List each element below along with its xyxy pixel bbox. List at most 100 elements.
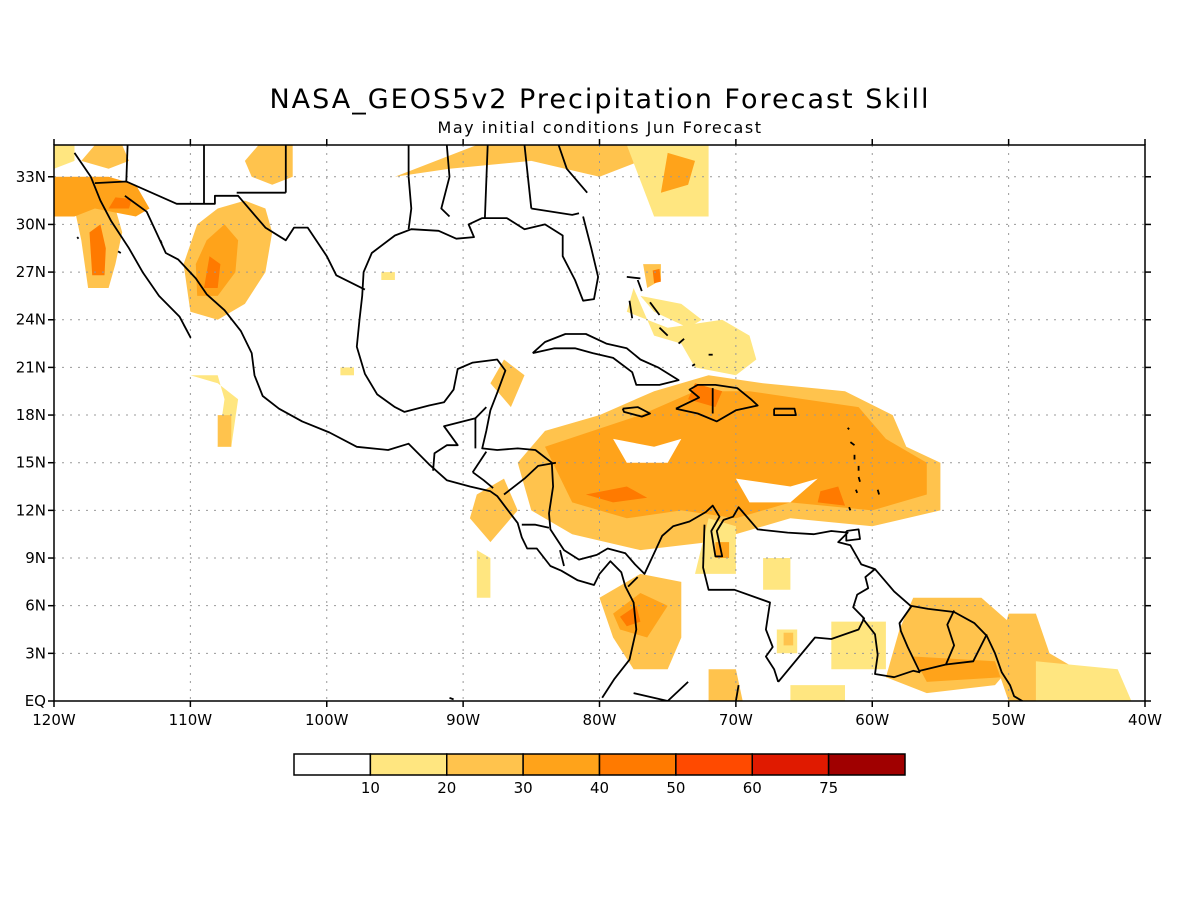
- coastline-25: [407, 176, 413, 230]
- colorbar-label: 50: [666, 779, 685, 797]
- colorbar-label: 30: [514, 779, 533, 797]
- skill-region-43: [1035, 661, 1132, 701]
- skill-region-17: [626, 288, 757, 376]
- coastline-18: [735, 684, 740, 701]
- lat-tick-label: 30N: [16, 215, 46, 233]
- colorbar-swatch: [369, 753, 448, 776]
- coastline-26: [440, 145, 451, 218]
- colorbar-label: 40: [590, 779, 609, 797]
- coastline-16: [919, 610, 955, 672]
- lon-tick-label: 70W: [719, 711, 753, 729]
- colorbar-swatch: [522, 753, 601, 776]
- coastline-31: [532, 333, 680, 386]
- coastline-11: [627, 576, 639, 588]
- grid-lines: [54, 145, 1145, 701]
- coastline-50: [691, 363, 696, 367]
- skill-region-23: [545, 391, 927, 519]
- coastline-41: [855, 489, 859, 494]
- colorbar-swatch: [293, 753, 372, 776]
- coastline-7: [471, 451, 488, 473]
- skill-region-30: [476, 550, 491, 598]
- skill-region-41: [913, 656, 1002, 682]
- coastline-17: [945, 633, 988, 666]
- skill-region-21: [490, 359, 525, 408]
- coastline-12: [702, 524, 780, 683]
- chart-subtitle: May initial conditions Jun Forecast: [437, 118, 763, 137]
- coastline-6: [472, 471, 494, 489]
- lat-tick-label: 21N: [16, 358, 46, 376]
- coastlines: [73, 145, 1025, 701]
- lat-tick-label: 18N: [16, 406, 46, 424]
- skill-region-1: [89, 224, 106, 276]
- coastline-47: [649, 301, 661, 316]
- coastline-5: [474, 406, 487, 419]
- skill-region-38: [783, 632, 794, 646]
- lon-tick-label: 90W: [446, 711, 480, 729]
- skill-region-9: [244, 145, 293, 185]
- colorbar-label: 60: [743, 779, 762, 797]
- coastline-45: [626, 276, 641, 280]
- lon-tick-label: 110W: [169, 711, 213, 729]
- skill-region-24: [585, 486, 648, 503]
- skill-region-29: [469, 478, 518, 543]
- coastline-55: [159, 239, 163, 244]
- colorbar-swatch: [827, 753, 906, 776]
- chart-title: NASA_GEOS5v2 Precipitation Forecast Skil…: [269, 84, 931, 115]
- coastline-20: [125, 145, 129, 182]
- lat-tick-label: 24N: [16, 311, 46, 329]
- coastline-53: [76, 236, 80, 240]
- lon-tick-label: 50W: [992, 711, 1026, 729]
- lat-tick-label: 3N: [25, 644, 46, 662]
- coastline-8: [521, 523, 550, 529]
- coastline-30: [557, 145, 588, 194]
- skill-region-28: [735, 478, 818, 503]
- skill-region-15: [381, 272, 395, 280]
- lat-tick-label: 27N: [16, 263, 46, 281]
- colorbar-label: 10: [361, 779, 380, 797]
- lon-tick-label: 80W: [583, 711, 617, 729]
- colorbar-swatch: [446, 753, 524, 776]
- coastline-44: [845, 528, 861, 542]
- coastline-13: [777, 568, 876, 683]
- lon-tick-label: 60W: [855, 711, 889, 729]
- lat-tick-label: 15N: [16, 454, 46, 472]
- coastline-0: [73, 152, 192, 339]
- skill-regions: [54, 145, 1132, 701]
- colorbar-swatch: [751, 753, 830, 776]
- coastline-3: [94, 180, 366, 291]
- coastline-14: [861, 617, 921, 679]
- lat-tick-label: 9N: [25, 549, 46, 567]
- coastline-28: [523, 145, 533, 209]
- colorbar-swatch: [675, 753, 753, 776]
- coastline-42: [848, 506, 852, 511]
- coastline-36: [847, 427, 850, 430]
- skill-region-27: [613, 438, 682, 463]
- coastline-27: [484, 145, 489, 219]
- coastline-46: [628, 300, 634, 319]
- skill-region-8: [204, 256, 221, 288]
- coastline-35: [773, 407, 797, 417]
- coastline-49: [678, 338, 685, 345]
- skill-region-45: [790, 685, 845, 701]
- coastline-15: [898, 605, 921, 673]
- skill-region-11: [217, 415, 232, 447]
- lon-tick-label: 120W: [32, 711, 76, 729]
- skill-region-3: [108, 197, 132, 209]
- skill-region-44: [708, 669, 743, 701]
- coastline-32: [675, 383, 759, 423]
- coastline-2: [355, 216, 1025, 701]
- coastline-56: [449, 696, 454, 701]
- skill-region-36: [763, 558, 791, 590]
- colorbar-label: 20: [437, 779, 456, 797]
- coastline-29: [531, 207, 580, 216]
- coastline-10: [559, 549, 565, 567]
- lon-tick-label: 40W: [1128, 711, 1162, 729]
- lat-tick-label: EQ: [25, 692, 46, 710]
- coastline-43: [876, 489, 880, 495]
- coastline-19: [633, 681, 689, 701]
- skill-region-32: [613, 593, 668, 638]
- coastline-1: [124, 195, 638, 699]
- skill-region-16: [340, 367, 354, 376]
